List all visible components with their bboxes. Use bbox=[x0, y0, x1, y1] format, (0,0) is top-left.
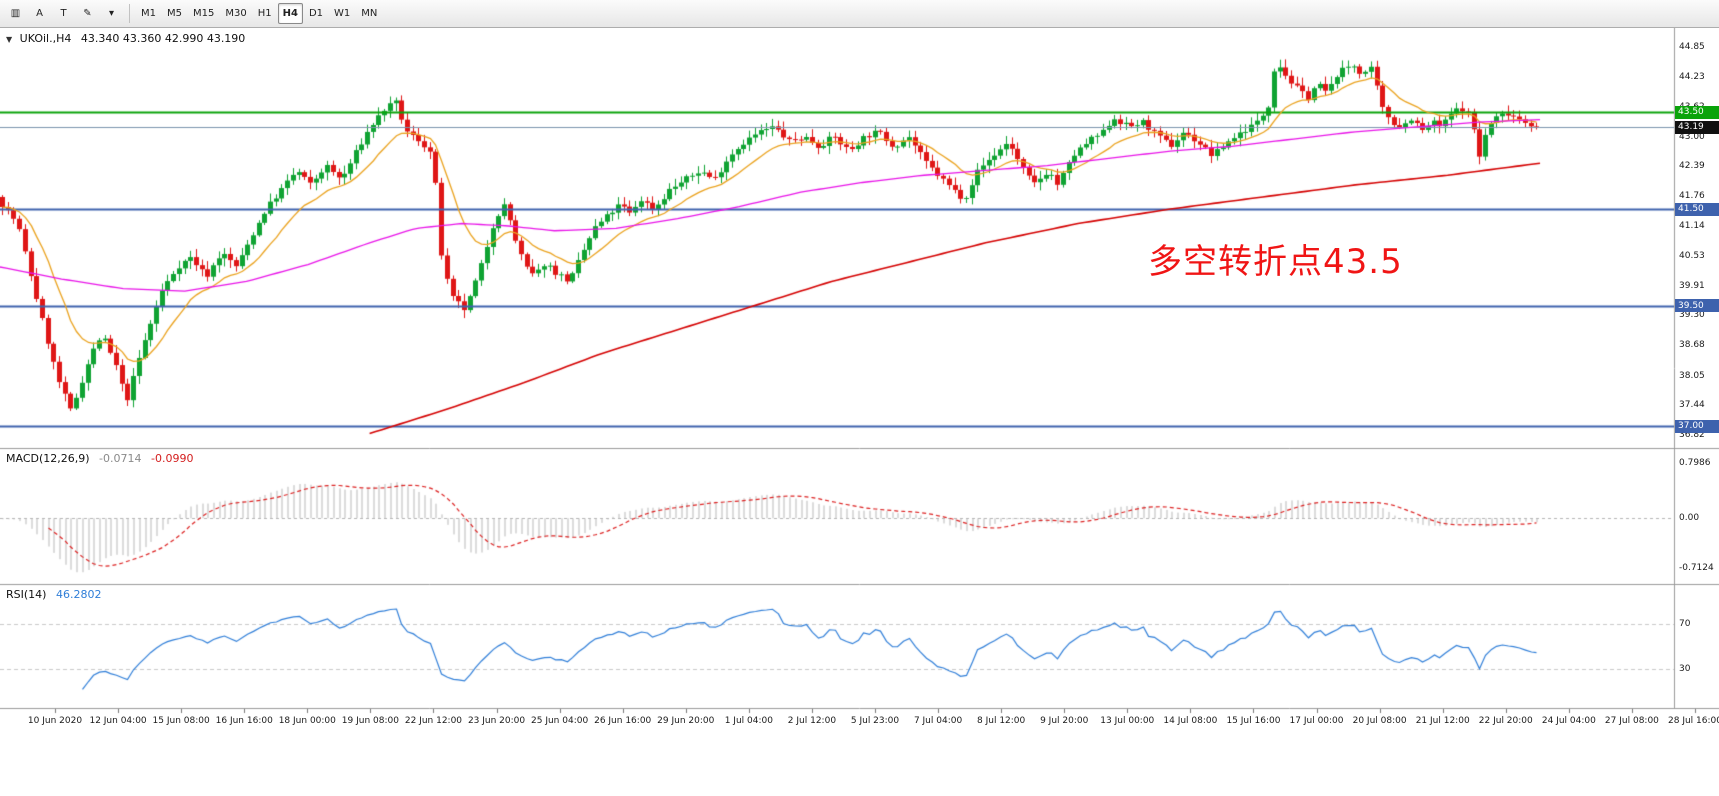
time-axis-label: 14 Jul 08:00 bbox=[1163, 716, 1218, 726]
rsi-readout: RSI(14) 46.2802 bbox=[6, 588, 107, 601]
macd-axis-tick: -0.7124 bbox=[1679, 562, 1714, 573]
time-axis-label: 8 Jul 12:00 bbox=[977, 716, 1026, 726]
text-tool[interactable]: T bbox=[60, 8, 67, 19]
price-axis-tick: 39.91 bbox=[1679, 280, 1705, 291]
rsi-axis-tick: 70 bbox=[1679, 619, 1691, 630]
time-axis-label: 19 Jun 08:00 bbox=[341, 716, 399, 726]
toolbar-separator bbox=[129, 4, 130, 23]
draw-tool[interactable]: ✎ bbox=[83, 8, 92, 19]
chart-canvas[interactable] bbox=[0, 28, 1719, 796]
timeframe-D1[interactable]: D1 bbox=[308, 8, 323, 19]
timeframe-H1[interactable]: H1 bbox=[257, 8, 272, 19]
time-axis-label: 13 Jul 00:00 bbox=[1100, 716, 1155, 726]
time-axis-label: 17 Jul 00:00 bbox=[1289, 716, 1344, 726]
time-axis-label: 22 Jul 20:00 bbox=[1478, 716, 1533, 726]
timeframe-M15[interactable]: M15 bbox=[193, 8, 215, 19]
chart-area: ▼ UKOil.,H4 43.340 43.360 42.990 43.190 … bbox=[0, 28, 1719, 796]
rsi-axis-tick: 30 bbox=[1679, 663, 1691, 674]
macd-axis-tick: 0.00 bbox=[1679, 513, 1700, 524]
time-axis-label: 23 Jun 20:00 bbox=[467, 716, 526, 726]
collapse-icon[interactable]: ▼ bbox=[6, 35, 13, 44]
price-axis-tick: 41.76 bbox=[1679, 191, 1705, 202]
macd-panel[interactable] bbox=[0, 449, 1674, 584]
price-axis-tick: 38.05 bbox=[1679, 370, 1705, 381]
arrow-tool[interactable]: A bbox=[36, 8, 43, 19]
timeframe-W1[interactable]: W1 bbox=[334, 8, 351, 19]
timeframe-toolbar: M1 M5 M15 M30 H1 H4 D1 W1 MN bbox=[136, 3, 382, 24]
tools-dropdown-caret[interactable]: ▾ bbox=[108, 8, 115, 19]
price-axis-tick: 44.85 bbox=[1679, 42, 1705, 53]
time-axis-label: 7 Jul 04:00 bbox=[913, 716, 963, 726]
time-axis-label: 22 Jun 12:00 bbox=[404, 716, 463, 726]
macd-readout: MACD(12,26,9) -0.0714 -0.0990 bbox=[6, 452, 199, 465]
time-axis-label: 18 Jun 00:00 bbox=[278, 716, 336, 726]
time-axis-label: 2 Jul 12:00 bbox=[787, 716, 837, 726]
price-level-tag: 43.19 bbox=[1675, 120, 1719, 134]
time-axis-label: 12 Jun 04:00 bbox=[89, 716, 147, 726]
time-axis-label: 27 Jul 08:00 bbox=[1604, 716, 1659, 726]
chart-annotation: 多空转折点43.5 bbox=[1148, 242, 1403, 282]
main-price-panel[interactable] bbox=[0, 28, 1674, 448]
time-axis-label: 15 Jun 08:00 bbox=[152, 716, 210, 726]
time-axis-label: 28 Jul 16:00 bbox=[1668, 716, 1719, 726]
price-axis-tick: 41.14 bbox=[1679, 221, 1705, 232]
price-axis-tick: 38.68 bbox=[1679, 340, 1705, 351]
price-level-tag: 39.50 bbox=[1675, 299, 1719, 313]
symbol-title: UKOil.,H4 bbox=[19, 32, 72, 45]
rsi-panel[interactable] bbox=[0, 585, 1674, 708]
symbol-ohlc-readout: ▼ UKOil.,H4 43.340 43.360 42.990 43.190 bbox=[6, 32, 251, 45]
time-axis-label: 29 Jun 20:00 bbox=[657, 716, 715, 726]
price-axis-tick: 42.39 bbox=[1679, 161, 1705, 172]
price-axis-tick: 40.53 bbox=[1679, 250, 1705, 261]
price-level-tag: 37.00 bbox=[1675, 419, 1719, 433]
time-axis-label: 24 Jul 04:00 bbox=[1541, 716, 1596, 726]
time-axis-label: 25 Jun 04:00 bbox=[531, 716, 589, 726]
time-axis-label: 15 Jul 16:00 bbox=[1226, 716, 1281, 726]
macd-value: -0.0714 bbox=[99, 452, 142, 465]
macd-label: MACD(12,26,9) bbox=[6, 452, 90, 465]
rsi-value: 46.2802 bbox=[55, 588, 102, 601]
time-axis-label: 20 Jul 08:00 bbox=[1352, 716, 1407, 726]
macd-axis-tick: 0.7986 bbox=[1679, 457, 1711, 468]
time-axis-label: 1 Jul 04:00 bbox=[724, 716, 773, 726]
time-axis-label: 16 Jun 16:00 bbox=[215, 716, 273, 726]
time-axis-label: 9 Jul 20:00 bbox=[1040, 716, 1089, 726]
macd-signal-value: -0.0990 bbox=[151, 452, 194, 465]
ohlc-values: 43.340 43.360 42.990 43.190 bbox=[80, 32, 246, 45]
time-axis-label: 26 Jun 16:00 bbox=[594, 716, 652, 726]
price-axis-tick: 43.00 bbox=[1679, 131, 1705, 142]
time-axis-label: 21 Jul 12:00 bbox=[1415, 716, 1470, 726]
chart-window-icon[interactable]: ▥ bbox=[10, 8, 21, 19]
price-axis-tick: 36.82 bbox=[1679, 429, 1705, 440]
toolbar: ▥ A T ✎ ▾ M1 M5 M15 M30 H1 H4 D1 W1 MN bbox=[0, 0, 1719, 28]
timeframe-M5[interactable]: M5 bbox=[167, 8, 182, 19]
price-axis-tick: 37.44 bbox=[1679, 400, 1705, 411]
timeframe-M30[interactable]: M30 bbox=[225, 8, 247, 19]
toolbar-tools-group: ▥ A T ✎ ▾ bbox=[4, 3, 123, 24]
rsi-label: RSI(14) bbox=[6, 588, 47, 601]
price-axis-tick: 39.30 bbox=[1679, 310, 1705, 321]
timeframe-H4[interactable]: H4 bbox=[277, 3, 303, 24]
price-axis-tick: 44.23 bbox=[1679, 72, 1705, 83]
time-axis-label: 10 Jun 2020 bbox=[27, 716, 83, 726]
timeframe-M1[interactable]: M1 bbox=[141, 8, 156, 19]
time-axis-label: 5 Jul 23:00 bbox=[850, 716, 900, 726]
timeframe-MN[interactable]: MN bbox=[361, 8, 378, 19]
price-level-tag: 43.50 bbox=[1675, 105, 1719, 119]
price-level-tag: 41.50 bbox=[1675, 202, 1719, 216]
